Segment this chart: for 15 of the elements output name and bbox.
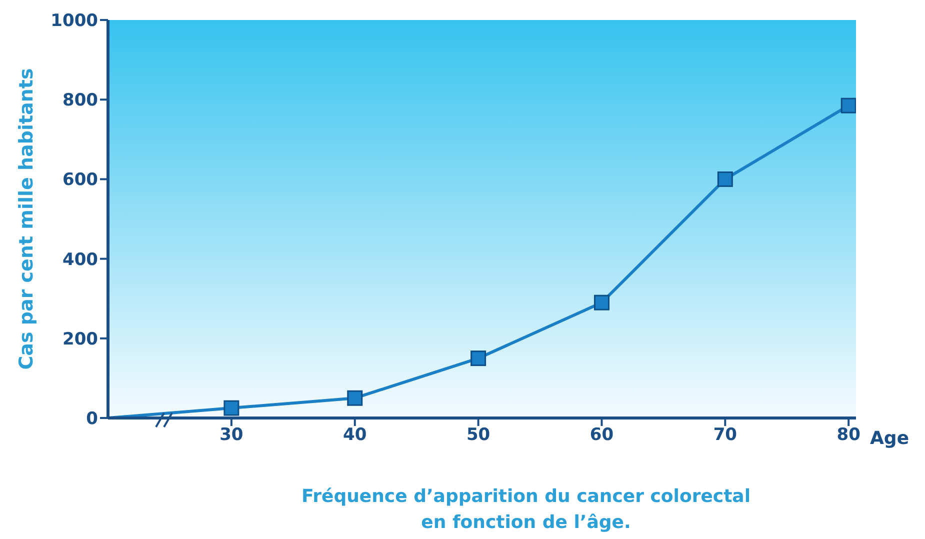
text: Fréquence d’apparition du cancer colorectal en fonction de l’âge. — [300, 485, 752, 535]
x-tick-label: 70 — [713, 425, 738, 446]
x-tick-label: 80 — [836, 425, 861, 446]
y-tick-label: 400 — [62, 250, 98, 270]
x-tick-label: 50 — [466, 425, 490, 446]
y-axis-title: Cas par cent mille habitants — [16, 68, 38, 370]
x-tick-label: 60 — [590, 425, 614, 446]
y-tick-label: 600 — [62, 170, 98, 190]
y-tick-label: 1000 — [50, 11, 98, 32]
x-axis-title: Age — [870, 428, 910, 449]
x-tick-label: 40 — [343, 425, 367, 446]
y-tick-label: 800 — [62, 90, 98, 111]
y-tick-label: 0 — [86, 409, 98, 430]
y-tick-label: 200 — [62, 329, 98, 350]
x-tick-label: 30 — [220, 425, 244, 446]
